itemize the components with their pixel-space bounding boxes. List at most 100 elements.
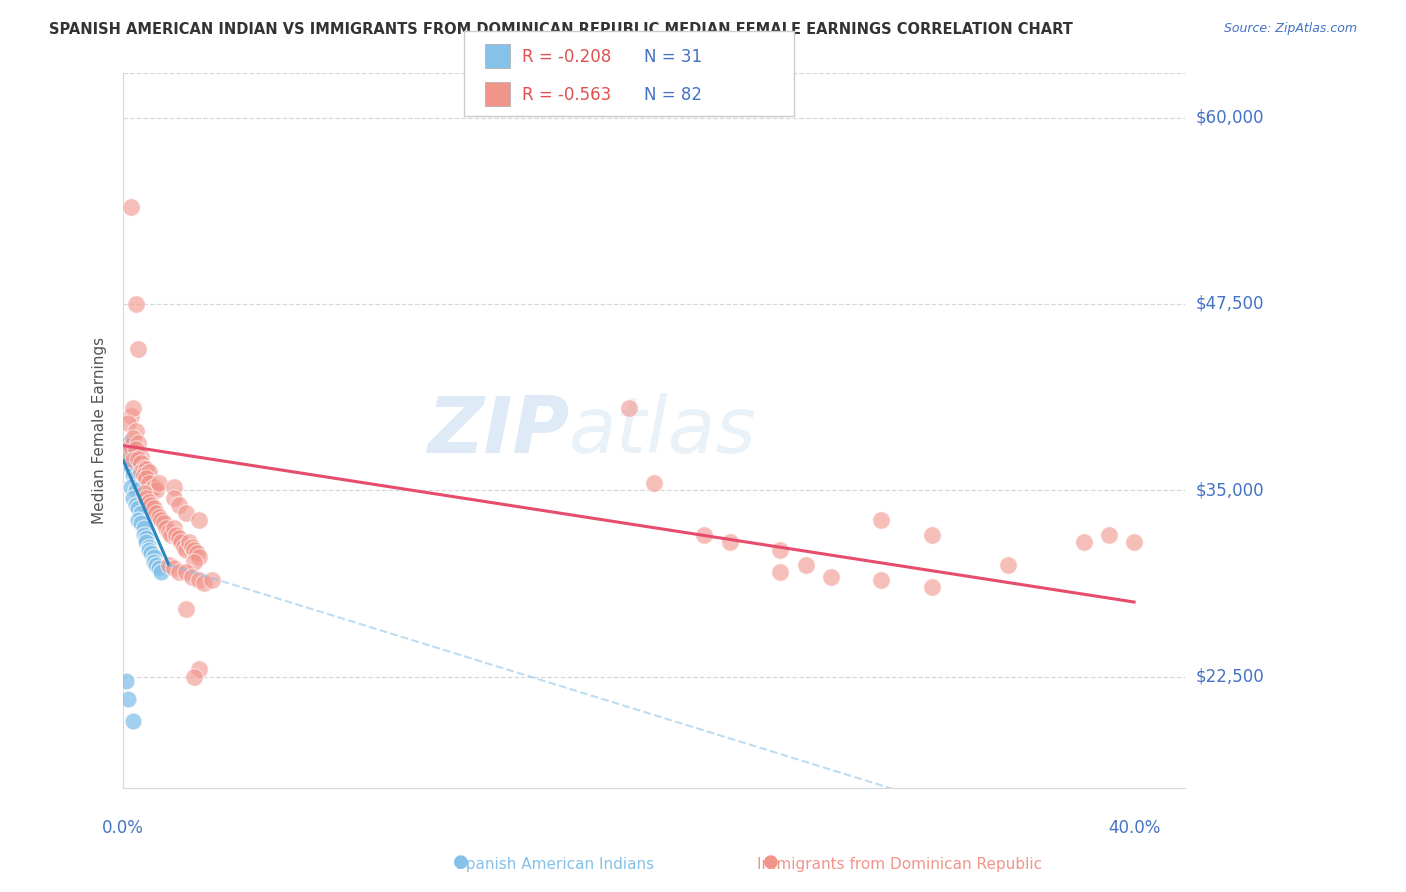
- Point: [142, 501, 165, 516]
- Point: [167, 565, 190, 579]
- Point: [127, 513, 149, 527]
- Point: [820, 570, 842, 584]
- Text: ●: ●: [453, 853, 470, 871]
- Point: [132, 528, 155, 542]
- Point: [155, 520, 177, 534]
- Point: [176, 542, 198, 557]
- Point: [138, 542, 160, 557]
- Point: [1073, 535, 1095, 549]
- Point: [120, 409, 142, 423]
- Point: [170, 535, 193, 549]
- Text: 40.0%: 40.0%: [1108, 819, 1160, 837]
- Text: Source: ZipAtlas.com: Source: ZipAtlas.com: [1223, 22, 1357, 36]
- Text: atlas: atlas: [569, 392, 756, 468]
- Point: [921, 580, 943, 594]
- Point: [122, 453, 145, 467]
- Point: [122, 468, 145, 483]
- Point: [129, 466, 152, 480]
- Point: [157, 558, 180, 572]
- Point: [117, 446, 139, 460]
- Point: [129, 450, 152, 465]
- Point: [125, 297, 148, 311]
- Point: [183, 555, 205, 569]
- Point: [114, 438, 136, 452]
- Point: [120, 200, 142, 214]
- Point: [135, 491, 157, 505]
- Point: [125, 483, 148, 498]
- Point: [173, 540, 195, 554]
- Point: [129, 457, 152, 471]
- Point: [129, 516, 152, 530]
- Point: [693, 528, 716, 542]
- Text: $22,500: $22,500: [1195, 667, 1264, 686]
- Point: [125, 471, 148, 485]
- Point: [138, 466, 160, 480]
- Point: [148, 510, 170, 524]
- Point: [997, 558, 1019, 572]
- Point: [157, 524, 180, 539]
- Point: [139, 483, 162, 498]
- Point: [120, 438, 142, 452]
- Point: [769, 542, 792, 557]
- Point: [176, 506, 198, 520]
- Point: [180, 540, 202, 554]
- Point: [135, 471, 157, 485]
- Point: [188, 662, 211, 676]
- Point: [135, 531, 157, 545]
- Point: [188, 573, 211, 587]
- Point: [186, 546, 208, 560]
- Point: [167, 531, 190, 545]
- Point: [132, 468, 155, 483]
- Point: [183, 542, 205, 557]
- Point: [132, 520, 155, 534]
- Point: [117, 692, 139, 706]
- Point: [139, 498, 162, 512]
- Point: [617, 401, 640, 416]
- Text: R = -0.563: R = -0.563: [522, 86, 610, 103]
- Point: [163, 491, 186, 505]
- Point: [160, 528, 183, 542]
- Text: N = 31: N = 31: [644, 48, 702, 66]
- Point: [870, 513, 893, 527]
- Point: [188, 513, 211, 527]
- Text: Spanish American Indians: Spanish American Indians: [457, 857, 654, 872]
- Point: [188, 550, 211, 565]
- Point: [769, 565, 792, 579]
- Point: [176, 602, 198, 616]
- Point: [921, 528, 943, 542]
- Point: [125, 442, 148, 456]
- Point: [201, 573, 224, 587]
- Point: [138, 495, 160, 509]
- Point: [122, 457, 145, 471]
- Point: [148, 475, 170, 490]
- Point: [125, 424, 148, 438]
- Point: [138, 540, 160, 554]
- Point: [794, 558, 817, 572]
- Point: [122, 714, 145, 729]
- Text: ZIP: ZIP: [427, 392, 569, 468]
- Point: [142, 555, 165, 569]
- Point: [127, 452, 149, 467]
- Point: [163, 480, 186, 494]
- Point: [120, 480, 142, 494]
- Text: $35,000: $35,000: [1195, 482, 1264, 500]
- Point: [148, 560, 170, 574]
- Point: [120, 461, 142, 475]
- Point: [165, 528, 187, 542]
- Text: $60,000: $60,000: [1195, 109, 1264, 127]
- Point: [145, 483, 167, 498]
- Point: [132, 486, 155, 500]
- Point: [183, 669, 205, 683]
- Point: [177, 535, 200, 549]
- Point: [135, 535, 157, 549]
- Point: [150, 513, 173, 527]
- Point: [145, 558, 167, 572]
- Point: [718, 535, 741, 549]
- Point: [120, 442, 142, 456]
- Point: [167, 498, 190, 512]
- Point: [643, 475, 665, 490]
- Text: N = 82: N = 82: [644, 86, 702, 103]
- Point: [129, 506, 152, 520]
- Text: SPANISH AMERICAN INDIAN VS IMMIGRANTS FROM DOMINICAN REPUBLIC MEDIAN FEMALE EARN: SPANISH AMERICAN INDIAN VS IMMIGRANTS FR…: [49, 22, 1073, 37]
- Point: [142, 550, 165, 565]
